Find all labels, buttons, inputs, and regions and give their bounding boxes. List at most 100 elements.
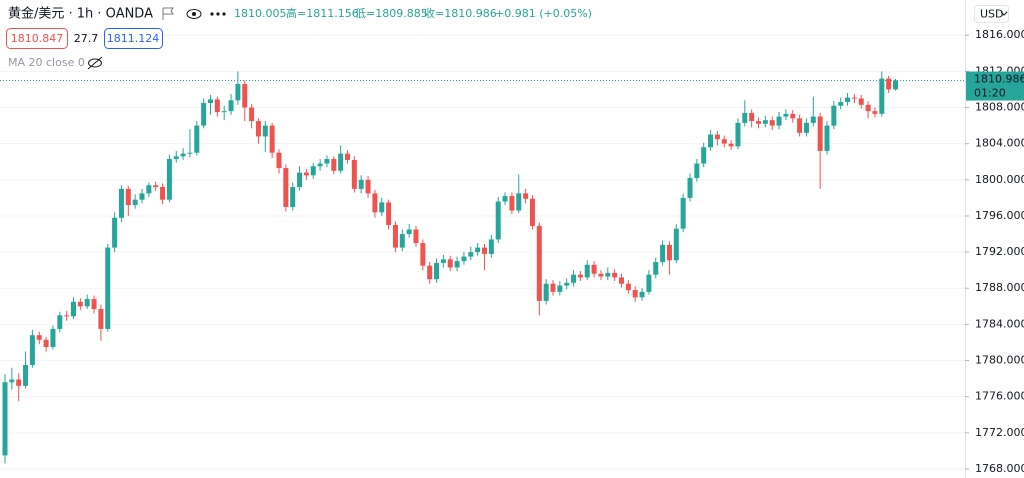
candle-body <box>879 78 885 114</box>
candle-body <box>221 111 227 113</box>
candle-body <box>413 229 419 244</box>
candle-body <box>303 172 309 176</box>
ohlc-change: +0.981 (+0.05%) <box>495 7 592 20</box>
candle-body <box>749 112 755 122</box>
candle-body <box>523 193 529 199</box>
y-tick-label: 1800.000 <box>975 173 1024 186</box>
candle-body <box>399 234 405 248</box>
candle-body <box>872 111 878 114</box>
candle-body <box>434 262 440 280</box>
candles <box>2 71 898 464</box>
eye-icon[interactable] <box>186 9 202 19</box>
candle-body <box>714 134 720 140</box>
candle-body <box>153 185 159 188</box>
flag-icon[interactable] <box>162 7 174 20</box>
candle-body <box>358 179 364 189</box>
candle-body <box>639 291 645 298</box>
sell-box[interactable] <box>6 28 68 49</box>
candle-body <box>769 120 775 126</box>
candle-body <box>803 122 809 133</box>
candle-body <box>584 264 590 278</box>
y-tick-label: 1796.000 <box>975 209 1024 222</box>
currency-button[interactable] <box>974 5 1009 23</box>
candle-body <box>790 113 796 119</box>
candle-body <box>160 187 166 200</box>
symbol[interactable]: 黄金/美元 · 1h · OANDA <box>8 6 153 22</box>
candle-body <box>50 328 56 347</box>
y-tick-label: 1784.000 <box>975 317 1024 330</box>
candle-body <box>646 274 652 292</box>
y-tick-label: 1772.000 <box>975 426 1024 439</box>
ohlc-open: 1810.005 <box>234 7 287 20</box>
candle-body <box>783 113 789 117</box>
candle-body <box>708 134 714 148</box>
candle-body <box>632 290 638 298</box>
candle-body <box>283 168 289 207</box>
candle-body <box>379 202 385 213</box>
candle-body <box>345 153 350 160</box>
candle-body <box>865 104 871 112</box>
candle-body <box>64 315 70 317</box>
candle-body <box>543 283 549 301</box>
candle-body <box>16 379 22 386</box>
candle-body <box>420 243 426 266</box>
more-icon[interactable] <box>210 12 226 16</box>
candle-body <box>132 199 138 206</box>
candle-body <box>187 152 193 154</box>
candle-body <box>468 252 474 257</box>
candle-body <box>249 107 255 122</box>
candle-body <box>625 283 631 291</box>
candle-body <box>118 188 124 218</box>
candle-body <box>680 197 686 229</box>
candle-body <box>529 198 535 226</box>
candle-body <box>475 247 481 253</box>
candle-body <box>29 335 35 366</box>
candle-body <box>735 122 741 147</box>
candle-body <box>810 116 816 123</box>
buy-box[interactable] <box>104 28 163 49</box>
candle-body <box>619 277 624 284</box>
candle-body <box>762 120 768 124</box>
candle-body <box>502 196 508 202</box>
candle-body <box>91 299 97 310</box>
candle-body <box>310 166 316 176</box>
candle-body <box>406 229 412 235</box>
candle-body <box>886 78 892 90</box>
y-tick-label: 1768.000 <box>975 462 1024 475</box>
candle-body <box>831 105 837 126</box>
candle-body <box>173 156 179 160</box>
candle-body <box>2 382 8 456</box>
y-tick-label: 1788.000 <box>975 281 1024 294</box>
candle-body <box>351 159 357 189</box>
sell-price: 1810.847 <box>11 32 64 45</box>
candle-body <box>845 97 851 103</box>
candle-body <box>564 282 570 286</box>
candle-body <box>77 301 83 307</box>
candle-body <box>146 185 152 194</box>
candle-body <box>331 159 337 171</box>
hidden-icon[interactable] <box>87 56 103 70</box>
candle-body <box>255 121 261 137</box>
y-tick-label: 1808.000 <box>975 101 1024 114</box>
candle-body <box>728 143 734 147</box>
candle-body <box>666 244 672 261</box>
candle-body <box>290 187 296 207</box>
candle-body <box>598 273 604 277</box>
candle-body <box>194 125 200 153</box>
candle-body <box>201 103 207 126</box>
candle-body <box>242 84 248 108</box>
spread: 27.7 <box>74 32 99 45</box>
candle-body <box>43 339 49 347</box>
candle-body <box>125 188 131 206</box>
candle-body <box>139 193 145 200</box>
candle-body <box>71 301 76 317</box>
candle-body <box>776 116 782 126</box>
candle-body <box>276 152 282 169</box>
y-tick-label: 1816.000 <box>975 28 1024 41</box>
candle-body <box>612 272 618 278</box>
candle-body <box>858 98 864 105</box>
indicator-label[interactable]: MA 20 close 0 <box>8 56 85 69</box>
candle-body <box>461 256 467 262</box>
currency-caret <box>1000 11 1008 16</box>
last-price-label: 1810.986 <box>974 73 1024 86</box>
